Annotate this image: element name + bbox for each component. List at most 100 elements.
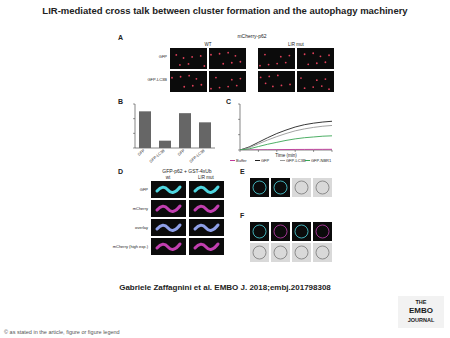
panel-title: mCherry-p62: [237, 33, 266, 39]
label: mCherry (high exp.): [113, 244, 149, 249]
micrograph-bg: [258, 48, 295, 69]
micrograph: [151, 181, 186, 198]
speck: [227, 86, 229, 88]
micrograph-bg: [209, 48, 246, 69]
micrograph: [170, 48, 207, 69]
bead: [253, 181, 266, 194]
series-line: [240, 125, 332, 150]
x-tick: [332, 150, 333, 152]
citation: Gabriele Zaffagnini et al. EMBO J. 2018;…: [119, 283, 331, 292]
x-tick-label: GFP: [137, 148, 146, 156]
logo-text: JOURNAL: [408, 317, 435, 323]
y-tick: [238, 134, 240, 135]
y-axis: [135, 104, 136, 148]
speck: [259, 65, 261, 67]
speck: [328, 88, 330, 90]
speck: [304, 53, 306, 55]
cluster: [157, 225, 180, 230]
bead: [295, 225, 308, 238]
y-tick: [133, 133, 135, 134]
bead: [274, 225, 287, 238]
speck: [268, 64, 270, 66]
speck: [280, 56, 282, 58]
speck: [304, 87, 306, 89]
bar: [179, 113, 191, 148]
background: [0, 0, 450, 338]
cluster: [157, 187, 180, 192]
y-tick: [133, 118, 135, 119]
speck: [188, 75, 190, 77]
y-tick: [238, 104, 240, 105]
x-tick: [240, 150, 241, 152]
label: wt: [166, 175, 171, 180]
panel-label: A: [118, 34, 123, 41]
speck: [260, 77, 262, 79]
speck: [272, 86, 274, 88]
legend-swatch: [305, 160, 310, 161]
series-line: [240, 149, 332, 150]
speck: [316, 79, 318, 81]
speck: [231, 79, 233, 81]
speck: [325, 61, 327, 63]
speck: [200, 55, 202, 57]
y-tick: [133, 148, 135, 149]
x-tick: [258, 150, 259, 152]
micrograph-bg: [313, 178, 332, 197]
legend-swatch: [255, 160, 260, 161]
micrograph-bg: [292, 222, 311, 241]
logo-text: EMBO: [409, 306, 433, 315]
label: overlay: [135, 225, 148, 230]
speck: [239, 61, 241, 63]
logo-bg: [398, 296, 444, 328]
legend-swatch: [230, 160, 235, 161]
x-tick-label: GFP-LC3B: [189, 148, 206, 163]
speck: [265, 82, 267, 84]
micrograph-bg: [292, 178, 311, 197]
speck: [289, 83, 291, 85]
panel-title: GFP-p62 + GST-4xUb: [162, 168, 212, 174]
speck: [320, 55, 322, 57]
speck: [321, 85, 323, 87]
speck: [281, 85, 283, 87]
speck: [264, 54, 266, 56]
x-tick-label: GFP: [177, 148, 186, 156]
bar: [159, 141, 171, 148]
bead: [316, 246, 329, 259]
cluster: [195, 187, 218, 192]
micrograph-bg: [151, 181, 186, 198]
speck: [171, 77, 173, 79]
label: LIR mut: [288, 42, 305, 47]
legend-entry: Buffer: [236, 158, 247, 163]
speck: [210, 88, 212, 90]
bead: [295, 246, 308, 259]
speck: [215, 77, 217, 79]
speck: [203, 65, 205, 67]
speck: [328, 54, 330, 56]
bead: [274, 181, 287, 194]
micrograph-bg: [250, 243, 269, 262]
micrograph-bg: [189, 181, 224, 198]
speck: [288, 55, 290, 57]
speck: [325, 78, 327, 80]
speck: [312, 52, 314, 54]
bead: [295, 181, 308, 194]
cluster: [195, 225, 218, 230]
micrograph-bg: [297, 48, 334, 69]
speck: [219, 53, 221, 55]
speck: [219, 87, 221, 89]
micrograph: [258, 71, 295, 92]
bead: [253, 246, 266, 259]
micrograph-bg: [292, 243, 311, 262]
legend-entry: GFP: [261, 158, 270, 163]
micrograph-bg: [170, 71, 207, 92]
micrograph-bg: [189, 200, 224, 217]
label: GFP: [140, 187, 149, 192]
speck: [231, 62, 233, 64]
speck: [175, 54, 177, 56]
micrograph: [297, 48, 334, 69]
speck: [183, 57, 185, 59]
label: LIR mut: [198, 175, 215, 180]
micrograph-bg: [189, 219, 224, 236]
micrograph: [189, 238, 224, 255]
label: mCherry: [133, 206, 148, 211]
